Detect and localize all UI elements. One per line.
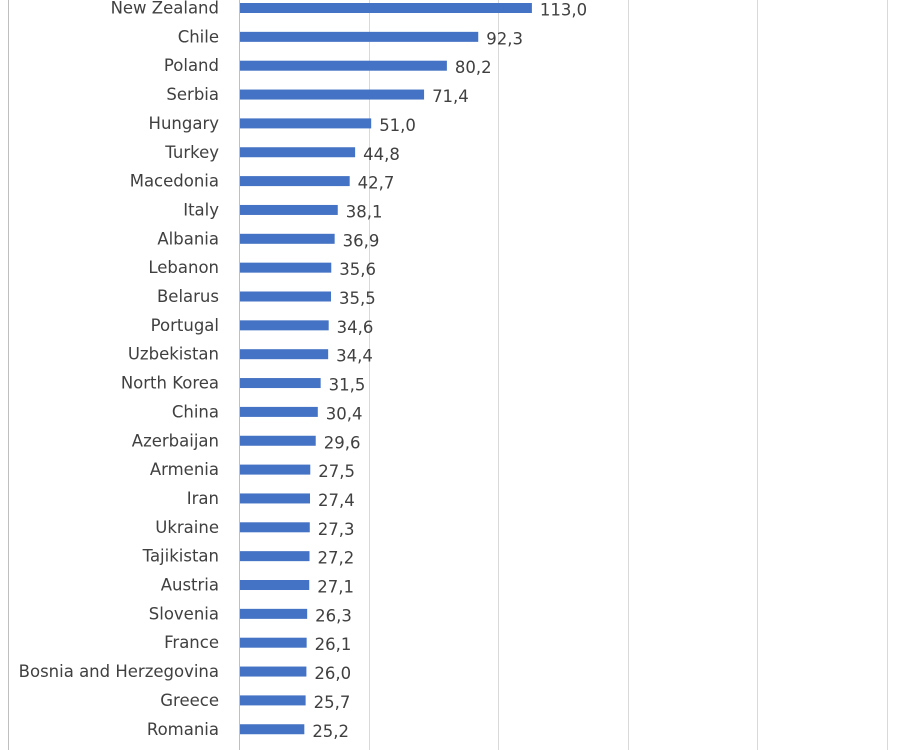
bar — [240, 551, 310, 562]
data-label: 27,5 — [318, 462, 355, 481]
category-label: Lebanon — [148, 258, 219, 277]
data-label: 27,4 — [318, 491, 355, 510]
bar — [240, 89, 425, 100]
data-label: 27,3 — [318, 520, 355, 539]
category-label: Azerbaijan — [132, 431, 219, 450]
data-label: 36,9 — [343, 231, 380, 250]
bar — [240, 580, 310, 590]
data-label: 26,1 — [315, 635, 352, 654]
category-label: Macedonia — [130, 172, 219, 191]
category-label: Greece — [160, 691, 219, 710]
data-label: 71,4 — [432, 87, 469, 106]
bar — [240, 464, 311, 475]
bar — [240, 147, 356, 158]
bar — [240, 262, 332, 273]
data-label: 92,3 — [486, 29, 523, 48]
bar — [240, 176, 350, 187]
category-labels: New Zealand Chile Poland Serbia Hungary Turke… — [19, 0, 220, 739]
bar — [240, 349, 329, 360]
gridlines — [369, 0, 888, 750]
category-label: Belarus — [157, 287, 219, 306]
data-label: 34,6 — [337, 318, 374, 337]
category-label: Tajikistan — [142, 547, 219, 566]
bar — [240, 31, 479, 42]
category-label: Chile — [178, 27, 219, 46]
data-label: 44,8 — [363, 145, 400, 164]
category-label: Portugal — [151, 316, 219, 335]
bar — [240, 3, 532, 13]
category-label: Armenia — [150, 460, 219, 479]
bar — [240, 522, 310, 533]
bar — [240, 291, 332, 302]
category-label: New Zealand — [111, 0, 219, 18]
bar — [240, 118, 372, 129]
category-label: Bosnia and Herzegovina — [19, 662, 219, 681]
data-label: 38,1 — [346, 202, 383, 221]
data-label: 35,5 — [339, 289, 376, 308]
value-labels: 113,0 92,3 80,2 71,4 51,0 44,8 42,7 38,1 36,9 35,… — [312, 1, 587, 741]
category-label: Uzbekistan — [128, 345, 219, 364]
data-label: 25,2 — [312, 722, 349, 741]
category-label: Turkey — [164, 143, 219, 162]
category-label: North Korea — [121, 374, 219, 393]
category-label: Slovenia — [149, 604, 219, 623]
bar — [240, 493, 311, 504]
data-label: 25,7 — [314, 693, 351, 712]
bar — [240, 608, 308, 619]
bar — [240, 724, 305, 735]
category-label: Iran — [187, 489, 219, 508]
data-label: 80,2 — [455, 58, 492, 77]
category-label: France — [164, 633, 219, 652]
category-label: China — [172, 402, 219, 421]
category-label: Poland — [164, 56, 219, 75]
category-label: Austria — [161, 576, 219, 595]
bars — [240, 3, 532, 735]
category-label: Romania — [147, 720, 219, 739]
data-label: 113,0 — [540, 1, 587, 20]
bar — [240, 60, 447, 71]
category-label: Albania — [157, 229, 219, 248]
data-label: 27,2 — [318, 549, 355, 568]
bar — [240, 204, 338, 215]
category-label: Hungary — [149, 114, 220, 133]
bar — [240, 695, 306, 706]
data-label: 51,0 — [379, 116, 416, 135]
data-label: 35,6 — [339, 260, 376, 279]
category-label: Serbia — [166, 85, 219, 104]
bar — [240, 378, 321, 389]
data-label: 29,6 — [324, 433, 361, 452]
data-label: 42,7 — [358, 174, 395, 193]
data-label: 31,5 — [329, 376, 366, 395]
data-label: 26,0 — [314, 664, 351, 683]
data-label: 26,3 — [315, 606, 352, 625]
data-label: 34,4 — [336, 347, 373, 366]
bar — [240, 233, 335, 244]
bar — [240, 666, 307, 677]
bar — [240, 637, 307, 648]
category-label: Italy — [183, 200, 219, 219]
category-label: Ukraine — [155, 518, 219, 537]
data-label: 30,4 — [326, 404, 363, 423]
bar — [240, 406, 318, 417]
bar — [240, 320, 329, 331]
data-label: 27,1 — [317, 578, 354, 597]
bar — [240, 435, 316, 446]
